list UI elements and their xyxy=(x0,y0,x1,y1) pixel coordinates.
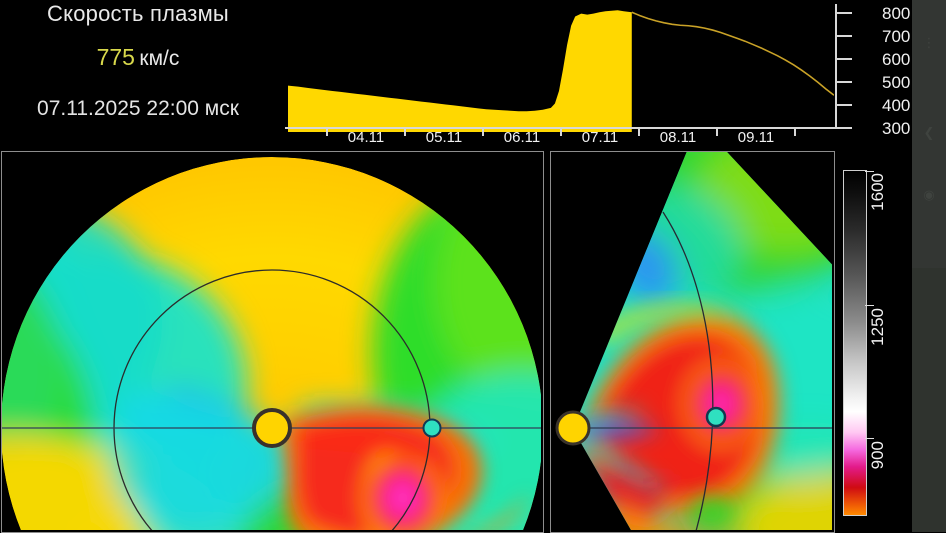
y-tick-label: 700 xyxy=(882,27,911,46)
x-tick-label: 04.11 xyxy=(347,129,385,146)
ecliptic-plane-panel[interactable] xyxy=(1,151,544,533)
colorbar: 1600 1250 900 xyxy=(838,151,908,531)
colorbar-tick xyxy=(865,438,874,439)
colorbar-gradient xyxy=(843,170,867,516)
y-tick-label: 600 xyxy=(882,50,911,69)
earth-orbit-arc xyxy=(662,211,714,530)
x-tick-label: 07.11 xyxy=(581,129,619,146)
y-axis-ticks xyxy=(835,4,852,129)
chart-svg xyxy=(288,10,834,132)
speed-value: 775 xyxy=(96,44,135,70)
sun-marker xyxy=(252,408,292,448)
observed-area xyxy=(288,10,632,132)
ecliptic-model-plot xyxy=(2,152,541,530)
speed-unit: км/с xyxy=(139,47,180,70)
colorbar-tick xyxy=(865,171,874,172)
y-tick-label: 300 xyxy=(882,119,911,138)
plasma-speed-chart: 800 700 600 500 400 300 04.11 05.11 06.11 0… xyxy=(276,0,946,146)
speed-readout: 775 км/с xyxy=(0,44,276,71)
page-title: Скорость плазмы xyxy=(47,1,229,26)
system-side-strip: ⋮ ❮ ◉ xyxy=(912,0,946,532)
colorbar-tick xyxy=(865,305,874,306)
x-tick-label: 05.11 xyxy=(425,129,463,146)
system-strip-lower-segment xyxy=(912,268,946,532)
x-tick-label: 09.11 xyxy=(737,129,775,146)
sun-marker xyxy=(555,410,591,446)
colorbar-label: 1600 xyxy=(868,173,887,211)
chart-plot-area xyxy=(288,4,834,132)
ellipsis-icon[interactable]: ⋮ xyxy=(922,35,936,50)
timestamp-label: 07.11.2025 22:00 мск xyxy=(37,97,239,120)
y-tick-label: 500 xyxy=(882,73,911,92)
earth-marker xyxy=(705,406,727,428)
earth-marker xyxy=(422,418,442,438)
chart-y-axis: 800 700 600 500 400 300 xyxy=(834,0,946,146)
colorbar-label: 1250 xyxy=(868,308,887,346)
share-icon[interactable]: ❮ xyxy=(923,125,935,140)
key-icon[interactable]: ◉ xyxy=(923,187,935,202)
forecast-line xyxy=(631,11,834,96)
x-tick-label: 06.11 xyxy=(503,129,541,146)
colorbar-label: 900 xyxy=(868,441,887,470)
meridional-model-plot xyxy=(551,152,832,530)
y-tick-label: 800 xyxy=(882,4,911,23)
plasma-speed-info-panel: Скорость плазмы 775 км/с 07.11.2025 22:0… xyxy=(0,0,276,146)
y-tick-label: 400 xyxy=(882,96,911,115)
x-tick-label: 08.11 xyxy=(659,129,697,146)
meridional-plane-panel[interactable] xyxy=(550,151,835,533)
